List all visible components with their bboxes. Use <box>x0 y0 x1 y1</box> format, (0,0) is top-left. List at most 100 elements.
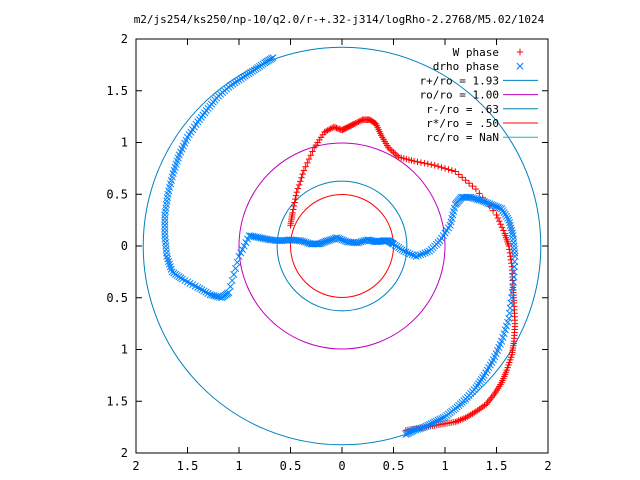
x-tick-label: 2 <box>132 459 139 473</box>
w-phase-point <box>497 221 504 228</box>
x-tick-label: 0.5 <box>280 459 302 473</box>
w-phase-point <box>417 159 425 166</box>
y-tick-label: 1 <box>121 343 128 357</box>
y-tick-label: 0.5 <box>106 291 128 305</box>
w-phase-point <box>334 125 342 132</box>
w-phase-point <box>295 181 303 189</box>
legend-label: r+/ro = 1.93 <box>420 74 499 87</box>
drho-phase-point <box>505 216 513 224</box>
drho-phase-point <box>438 414 446 423</box>
w-phase-point <box>355 118 362 125</box>
w-phase-point <box>333 124 340 132</box>
drho-phase-point <box>163 252 171 260</box>
legend-swatch <box>516 48 524 56</box>
w-phase-point <box>428 161 435 168</box>
drho-phase-point <box>161 218 169 226</box>
drho-phase-point <box>421 249 429 257</box>
drho-phase-point <box>240 242 248 250</box>
legend-label: ro/ro = 1.00 <box>420 89 499 102</box>
legend-label: rc/ro = NaN <box>426 131 499 144</box>
drho-phase-point <box>165 257 173 266</box>
drho-phase-point <box>161 221 169 229</box>
drho-phase-point <box>161 225 169 233</box>
drho-phase-point <box>499 333 507 341</box>
w-phase-point <box>434 163 442 170</box>
drho-phase-point <box>161 211 169 219</box>
w-phase-point <box>352 119 359 127</box>
w-phase-point <box>410 157 418 165</box>
drho-phase-point <box>314 240 322 248</box>
w-phase-point <box>309 148 316 155</box>
w-phase-point <box>302 163 309 170</box>
drho-phase-point <box>414 251 422 260</box>
drho-phase-point <box>366 236 375 245</box>
w-phase-point <box>292 195 299 203</box>
w-phase-point <box>421 160 428 167</box>
x-tick-label: 0.5 <box>383 459 405 473</box>
w-phase-point <box>294 185 302 192</box>
w-phase-point <box>465 180 473 187</box>
drho-phase-point <box>439 414 447 422</box>
drho-phase-point <box>402 248 410 256</box>
drho-phase-point <box>285 236 293 244</box>
drho-phase-point <box>167 265 175 273</box>
x-tick-label: 1 <box>235 459 242 473</box>
drho-phase-point <box>165 260 174 268</box>
drho-phase-point <box>200 287 208 295</box>
drho-phase-point <box>235 252 243 260</box>
legend-swatch <box>516 62 524 70</box>
drho-phase-point <box>507 224 515 232</box>
w-phase-point <box>293 188 300 196</box>
w-phase-point <box>290 202 298 210</box>
w-phase-point <box>424 160 432 168</box>
drho-phase-point <box>427 420 435 428</box>
drho-phase-point <box>432 417 440 425</box>
drho-phase-point <box>506 221 514 229</box>
drho-phase-point <box>228 276 236 285</box>
w-phase-point <box>292 192 300 199</box>
drho-phase-point <box>202 288 210 296</box>
drho-phase-point <box>436 415 444 423</box>
drho-phase-point <box>429 419 437 427</box>
w-phase-point <box>307 152 314 159</box>
drho-phase-point <box>161 228 169 236</box>
radius-circle-1_93 <box>142 46 542 446</box>
w-phase-point <box>494 214 502 222</box>
drho-phase-point <box>242 238 250 247</box>
w-phase-point <box>496 217 503 225</box>
drho-phase-point <box>204 289 212 297</box>
drho-phase-point <box>237 249 245 257</box>
y-tick-label: 1.5 <box>106 394 128 408</box>
x-tick-label: 2 <box>544 459 551 473</box>
w-phase-point <box>493 211 500 219</box>
drho-phase-point <box>508 226 516 235</box>
w-phase-point <box>505 242 513 250</box>
y-tick-label: 1 <box>121 136 128 150</box>
w-phase-point <box>472 185 480 193</box>
drho-phase-point <box>412 252 420 260</box>
drho-phase-point <box>424 421 432 429</box>
w-phase-point <box>414 158 421 166</box>
w-phase-point <box>476 190 483 197</box>
drho-phase-point <box>400 247 408 255</box>
y-tick-label: 2 <box>121 446 128 460</box>
drho-phase-point <box>230 270 238 279</box>
drho-phase-point <box>194 283 202 291</box>
drho-phase-point <box>508 229 516 237</box>
drho-phase-point <box>196 285 204 293</box>
radius-circle-0_63 <box>276 180 408 312</box>
radius-circle-1 <box>238 142 446 350</box>
drho-phase-point <box>500 330 508 338</box>
drho-phase-point <box>404 249 412 257</box>
w-phase-point <box>507 253 514 260</box>
drho-phase-point <box>425 420 434 429</box>
drho-phase-point <box>501 326 509 334</box>
drho-phase-point <box>417 251 425 259</box>
w-phase-point <box>291 199 298 206</box>
w-phase-point <box>455 171 462 178</box>
legend-label: W phase <box>453 46 499 59</box>
drho-phase-point <box>274 237 283 245</box>
drho-phase-point <box>419 250 427 258</box>
w-phase-point <box>300 167 308 174</box>
